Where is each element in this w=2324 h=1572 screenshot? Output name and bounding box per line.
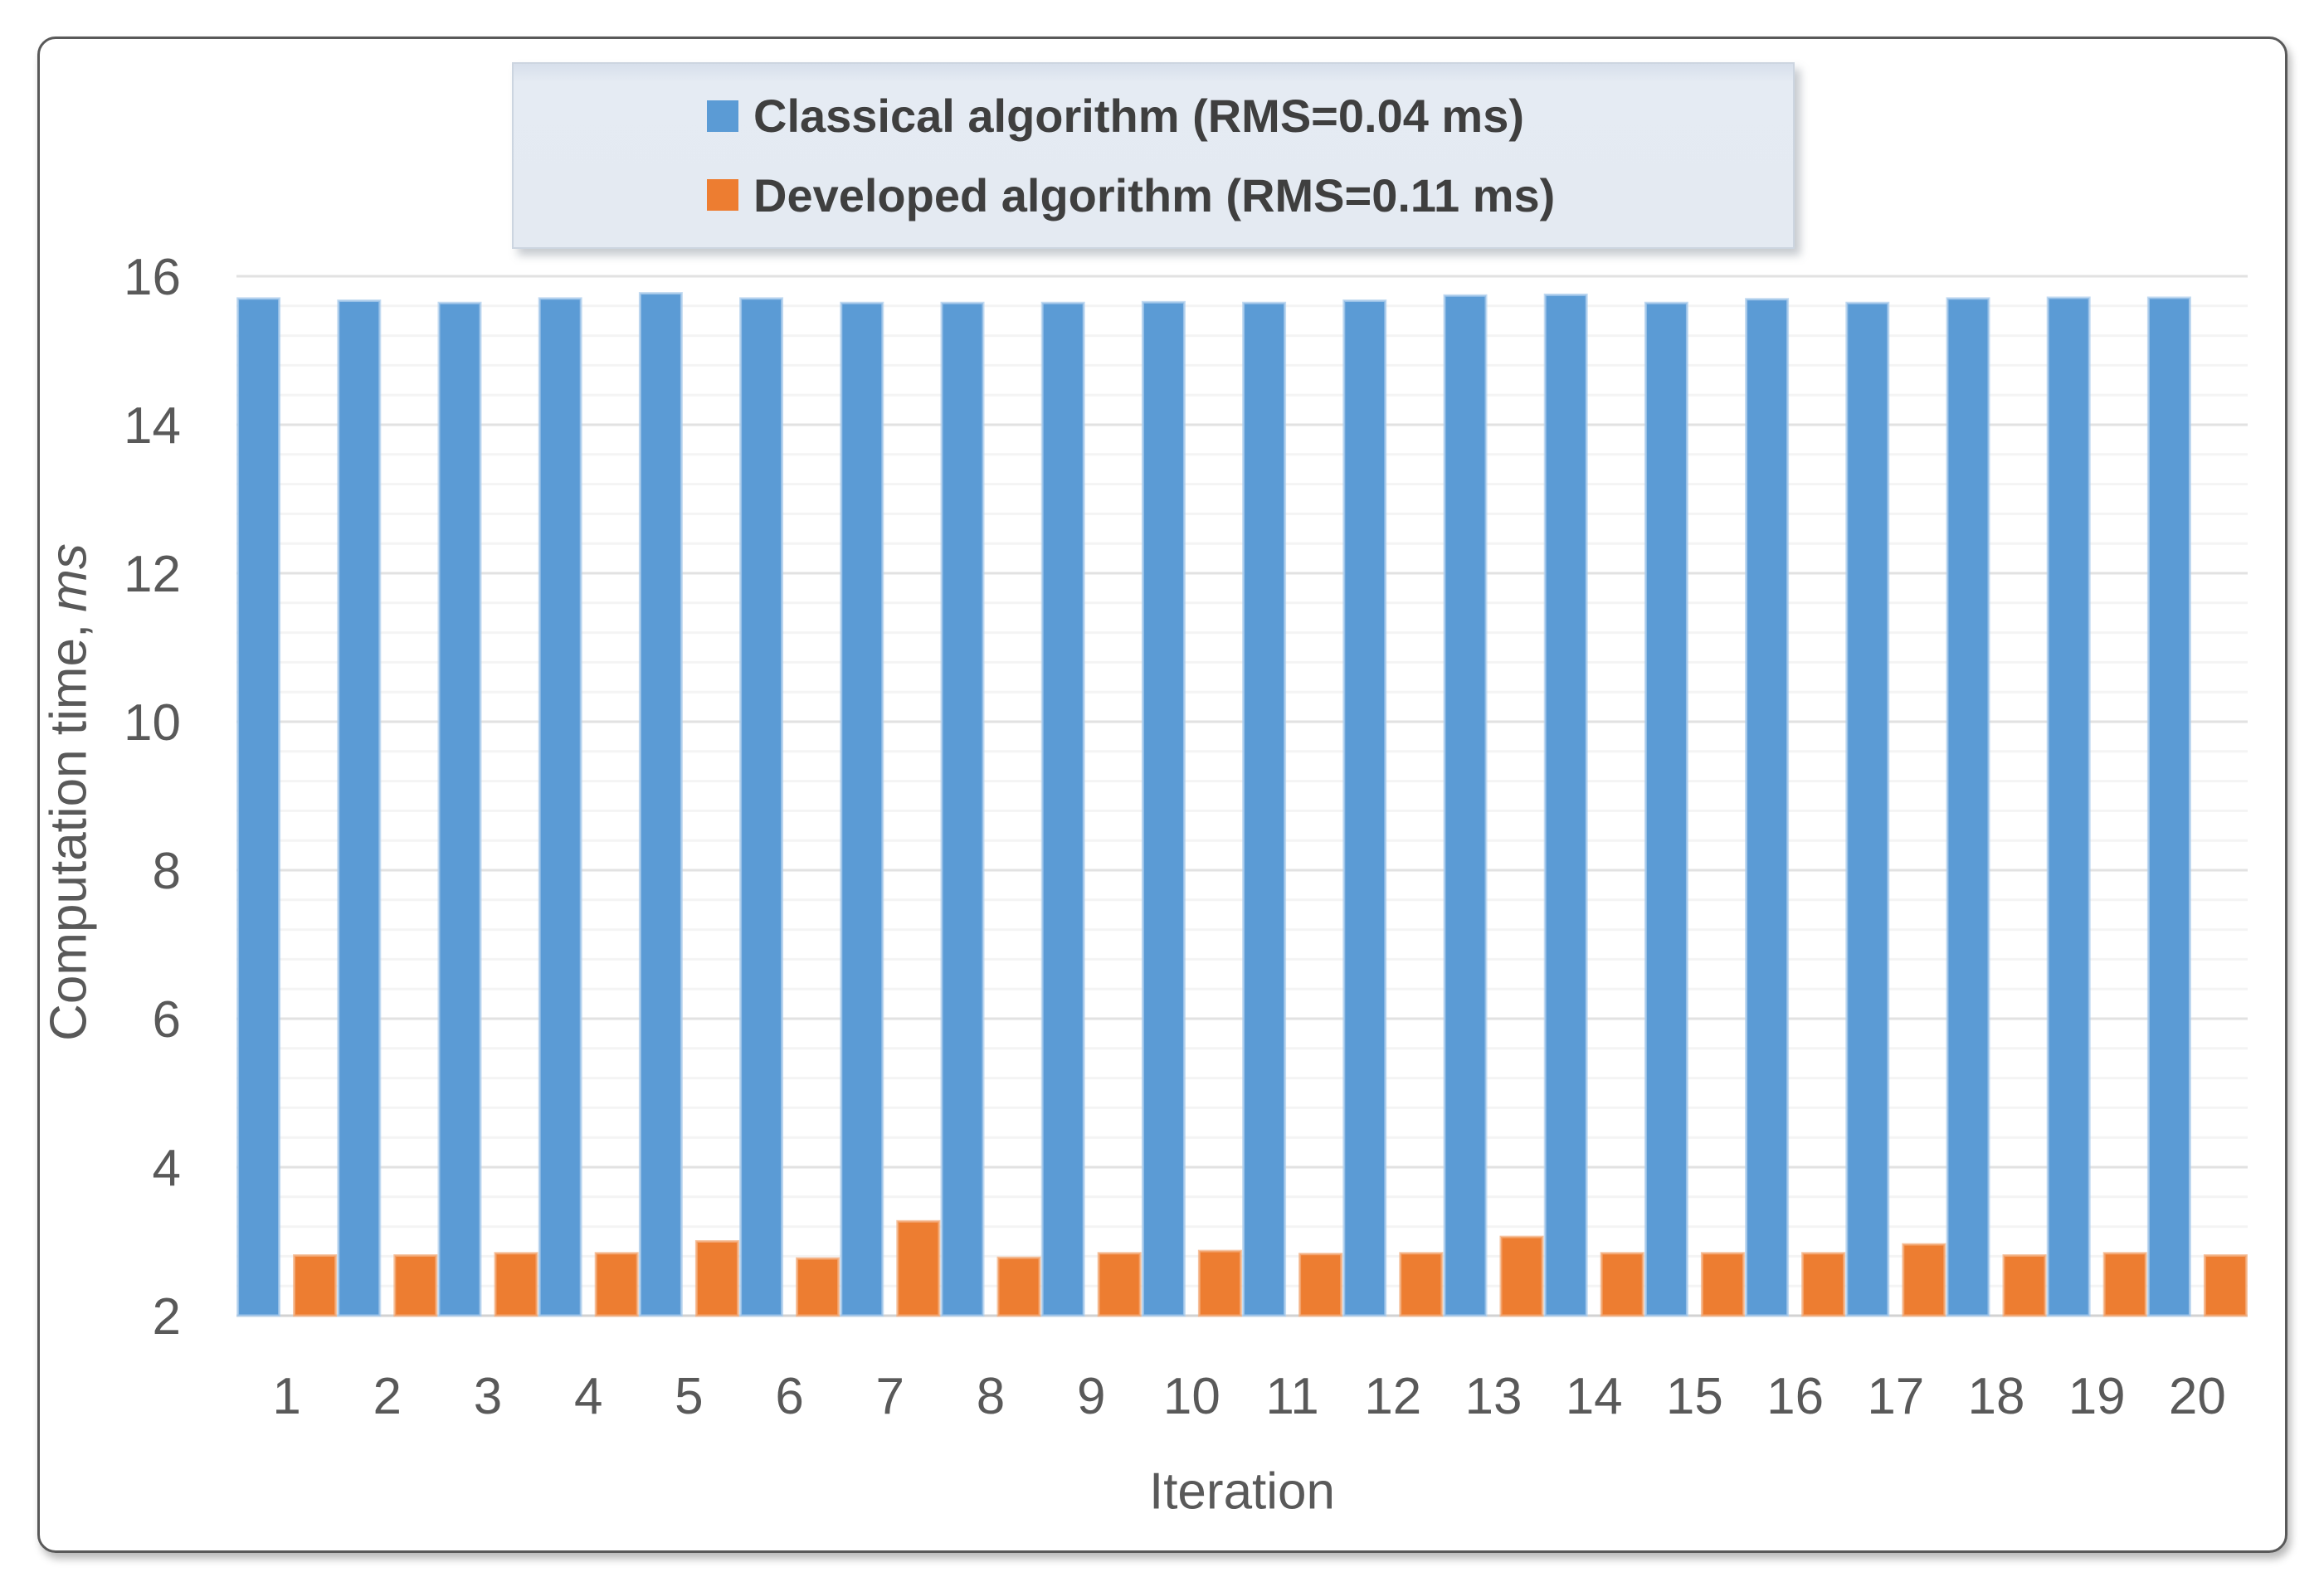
x-category-label-7: 7 <box>876 1368 904 1425</box>
x-category-label-11: 11 <box>1265 1368 1318 1425</box>
x-axis-category-labels: 1 2 3 4 5 6 7 8 9 10 11 12 13 14 15 16 17 18 19 20 <box>272 1368 2226 1425</box>
y-axis-title: Computation time, ms <box>40 543 99 1041</box>
bar-developed-18 <box>2002 1254 2047 1317</box>
y-tick-label-14: 14 <box>124 397 181 455</box>
y-axis-title-text: Computation time, <box>40 623 98 1041</box>
bar-developed-7 <box>896 1219 941 1317</box>
x-category-label-3: 3 <box>474 1368 502 1425</box>
x-category-label-14: 14 <box>1566 1368 1623 1425</box>
bar-developed-11 <box>1298 1253 1343 1317</box>
bar-developed-16 <box>1801 1252 1846 1317</box>
chart-outer-frame <box>37 37 2287 1553</box>
bar-classical-1 <box>236 297 281 1317</box>
x-category-label-12: 12 <box>1364 1368 1421 1425</box>
bar-classical-16 <box>1745 298 1790 1317</box>
bar-classical-14 <box>1543 293 1588 1317</box>
legend-item-developed: Developed algorithm (RMS=0.11 ms) <box>707 168 1793 222</box>
bar-classical-13 <box>1443 294 1488 1317</box>
bar-classical-11 <box>1242 301 1287 1317</box>
x-category-label-18: 18 <box>1968 1368 2025 1425</box>
bar-classical-18 <box>1946 297 1990 1317</box>
bar-developed-2 <box>393 1254 438 1317</box>
x-category-label-6: 6 <box>775 1368 803 1425</box>
bar-developed-14 <box>1600 1252 1644 1317</box>
x-category-label-10: 10 <box>1163 1368 1220 1425</box>
bar-classical-10 <box>1141 300 1186 1317</box>
x-category-label-5: 5 <box>675 1368 703 1425</box>
bar-classical-9 <box>1040 301 1085 1317</box>
y-axis-tick-labels: 2 4 6 8 10 12 14 16 <box>124 249 181 1346</box>
bar-developed-20 <box>2203 1254 2248 1317</box>
bar-developed-5 <box>694 1240 739 1317</box>
y-tick-label-10: 10 <box>124 694 181 752</box>
bar-classical-19 <box>2046 296 2091 1317</box>
bar-developed-6 <box>796 1257 840 1317</box>
legend-item-classical: Classical algorithm (RMS=0.04 ms) <box>707 89 1793 143</box>
y-tick-label-16: 16 <box>124 249 181 306</box>
legend: Classical algorithm (RMS=0.04 ms) Develo… <box>512 62 1795 249</box>
bar-classical-12 <box>1342 299 1387 1317</box>
bar-classical-7 <box>840 301 884 1317</box>
x-axis-title: Iteration <box>1148 1462 1336 1521</box>
bar-developed-15 <box>1700 1252 1745 1317</box>
x-category-label-1: 1 <box>272 1368 300 1425</box>
bar-classical-8 <box>940 301 985 1317</box>
bar-classical-4 <box>538 297 582 1317</box>
x-category-label-20: 20 <box>2169 1368 2226 1425</box>
legend-swatch-classical-icon <box>707 100 738 132</box>
bar-classical-17 <box>1845 301 1890 1317</box>
y-axis-unit-label: ms <box>40 543 98 612</box>
x-category-label-16: 16 <box>1766 1368 1824 1425</box>
x-category-label-2: 2 <box>373 1368 402 1425</box>
x-category-label-19: 19 <box>2068 1368 2126 1425</box>
bar-classical-2 <box>337 299 382 1317</box>
bar-developed-13 <box>1499 1235 1544 1317</box>
y-tick-label-8: 8 <box>153 843 181 900</box>
y-tick-label-6: 6 <box>153 991 181 1049</box>
bar-classical-6 <box>739 297 784 1317</box>
bar-developed-12 <box>1399 1252 1444 1317</box>
bars <box>236 292 2248 1317</box>
x-category-label-8: 8 <box>977 1368 1005 1425</box>
bar-developed-19 <box>2102 1252 2147 1317</box>
bar-classical-5 <box>638 292 683 1317</box>
x-category-label-15: 15 <box>1666 1368 1723 1425</box>
bar-classical-15 <box>1644 301 1688 1317</box>
x-category-label-4: 4 <box>574 1368 602 1425</box>
y-tick-label-4: 4 <box>153 1140 181 1197</box>
bar-developed-9 <box>1097 1252 1142 1317</box>
legend-label-developed: Developed algorithm (RMS=0.11 ms) <box>753 168 1556 221</box>
legend-label-classical: Classical algorithm (RMS=0.04 ms) <box>753 90 1525 143</box>
x-category-label-17: 17 <box>1867 1368 1924 1425</box>
y-tick-label-12: 12 <box>124 546 181 603</box>
y-tick-label-2: 2 <box>153 1288 181 1346</box>
bar-developed-8 <box>996 1256 1041 1317</box>
bar-developed-3 <box>494 1252 538 1317</box>
x-category-label-9: 9 <box>1077 1368 1105 1425</box>
bar-developed-17 <box>1902 1243 1946 1317</box>
bar-developed-1 <box>293 1254 338 1317</box>
bar-classical-20 <box>2146 296 2191 1317</box>
bar-classical-3 <box>437 301 482 1317</box>
legend-swatch-developed-icon <box>707 179 738 212</box>
bar-developed-10 <box>1197 1249 1242 1317</box>
x-category-label-13: 13 <box>1465 1368 1523 1425</box>
bar-developed-4 <box>594 1252 639 1317</box>
